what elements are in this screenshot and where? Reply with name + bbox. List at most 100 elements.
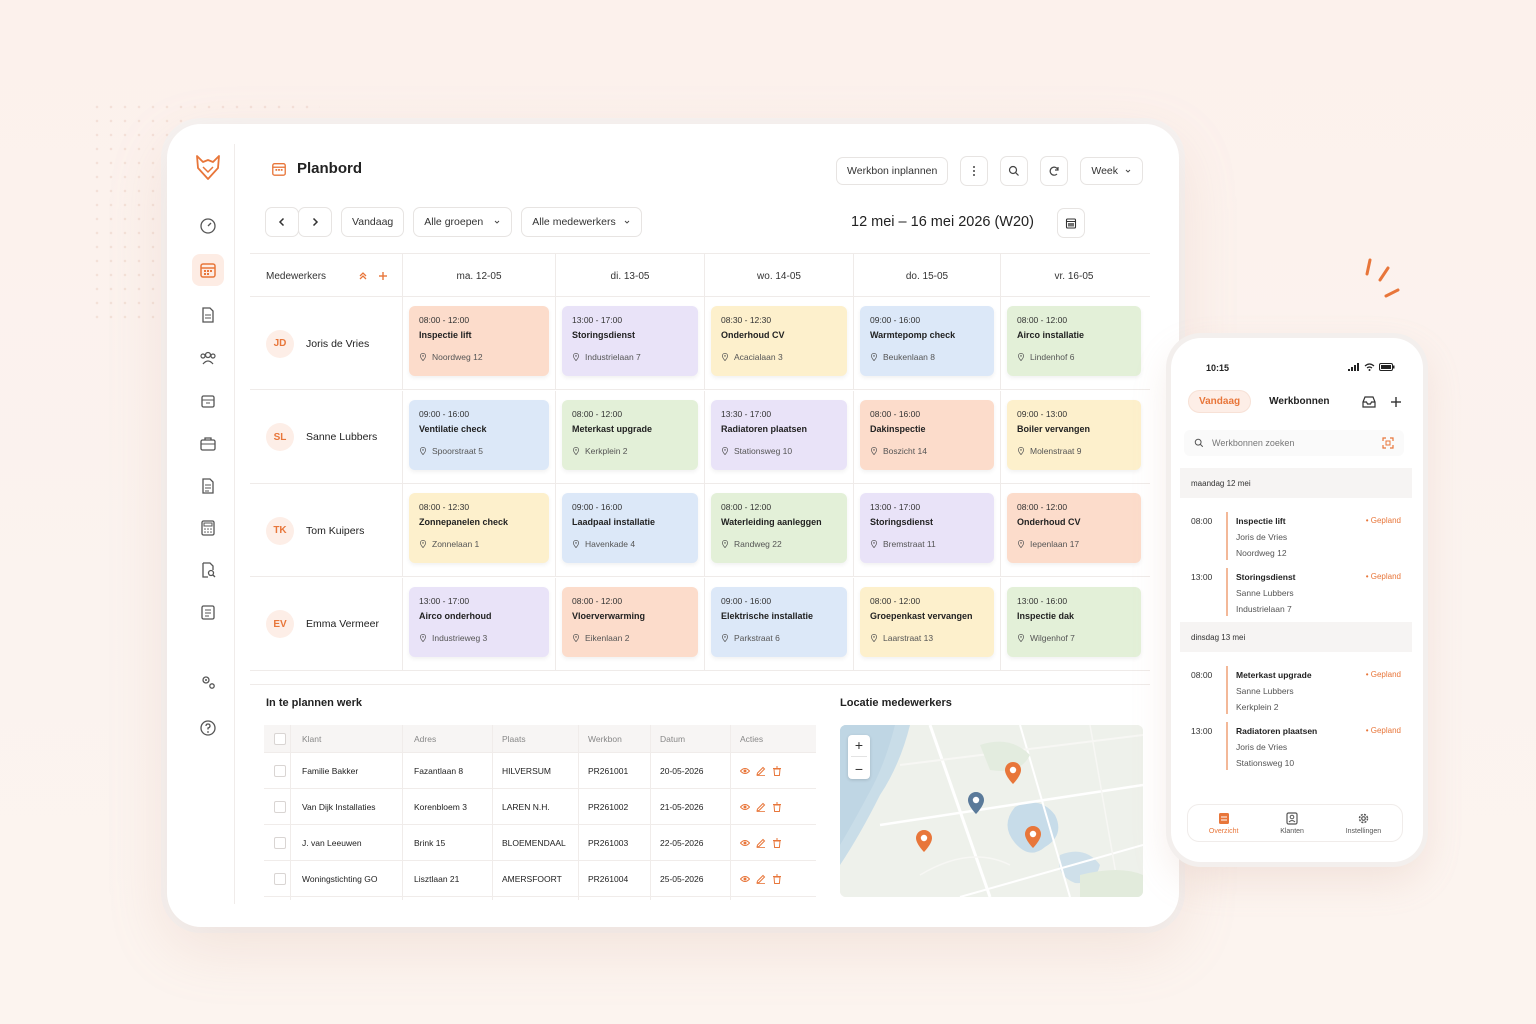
phone-workorder-item[interactable]: 13:00 Radiatoren plaatsen Joris de Vries St…: [1191, 718, 1401, 772]
edit-icon[interactable]: [756, 874, 766, 884]
job-card[interactable]: 09:00 - 16:00 Ventilatie check Spoorstraat…: [409, 399, 549, 470]
zoom-out-button[interactable]: −: [854, 761, 864, 778]
add-icon[interactable]: [1390, 396, 1402, 408]
day-cell[interactable]: 08:30 - 12:30 Onderhoud CV Acacialaan 3: [704, 297, 853, 390]
job-card[interactable]: 08:00 - 12:00 Vloerverwarming Eikenlaan 2: [562, 586, 698, 657]
job-card[interactable]: 13:00 - 16:00 Inspectie dak Wilgenhof 7: [1007, 586, 1141, 657]
employees-filter[interactable]: Alle medewerkers: [521, 207, 643, 237]
day-cell[interactable]: 08:00 - 12:30 Zonnepanelen check Zonnelaan…: [402, 484, 555, 577]
day-cell[interactable]: 13:00 - 16:00 Inspectie dak Wilgenhof 7: [1000, 577, 1147, 671]
tab-workorders[interactable]: Werkbonnen: [1269, 396, 1330, 407]
phone-search-input[interactable]: Werkbonnen zoeken: [1184, 430, 1404, 456]
day-cell[interactable]: 08:00 - 12:00 Waterleiding aanleggen Randw…: [704, 484, 853, 577]
settings-gears-icon[interactable]: [192, 666, 224, 698]
more-options-icon[interactable]: [960, 156, 989, 186]
row-checkbox[interactable]: [274, 764, 286, 777]
employee[interactable]: JD Joris de Vries: [266, 297, 369, 390]
zoom-in-button[interactable]: +: [854, 736, 864, 753]
invoice-icon[interactable]: [192, 470, 224, 502]
checklist-icon[interactable]: [192, 596, 224, 628]
phone-workorder-item[interactable]: 08:00 Inspectie lift Joris de Vries Noordwe…: [1191, 508, 1401, 562]
select-all-checkbox[interactable]: [274, 732, 286, 745]
delete-icon[interactable]: [772, 838, 782, 848]
row-checkbox[interactable]: [274, 872, 286, 885]
job-card[interactable]: 08:00 - 12:00 Meterkast upgrade Kerkplein …: [562, 399, 698, 470]
day-cell[interactable]: 09:00 - 16:00 Laadpaal installatie Havenka…: [555, 484, 704, 577]
map-pin-icon[interactable]: [967, 791, 985, 815]
edit-icon[interactable]: [756, 766, 766, 776]
date-picker-button[interactable]: [1057, 208, 1085, 238]
column-header[interactable]: Adres: [414, 733, 437, 744]
employee-map[interactable]: + −: [840, 725, 1143, 897]
table-row[interactable]: Van Dijk Installaties Korenbloem 3 LAREN N…: [264, 789, 816, 825]
calculator-icon[interactable]: [192, 512, 224, 544]
briefcase-icon[interactable]: [192, 428, 224, 460]
day-cell[interactable]: 13:00 - 17:00 Storingsdienst Industrielaan…: [555, 297, 704, 390]
groups-filter[interactable]: Alle groepen: [413, 207, 513, 237]
job-card[interactable]: 09:00 - 16:00 Laadpaal installatie Havenka…: [562, 493, 698, 563]
row-checkbox[interactable]: [274, 800, 286, 813]
job-card[interactable]: 09:00 - 13:00 Boiler vervangen Molenstraat…: [1007, 399, 1141, 470]
nav-clients[interactable]: Klanten: [1280, 811, 1304, 835]
day-cell[interactable]: 09:00 - 16:00 Elektrische installatie Park…: [704, 577, 853, 671]
column-header[interactable]: Datum: [660, 733, 686, 744]
inbox-icon[interactable]: [1361, 395, 1376, 408]
day-cell[interactable]: 13:00 - 17:00 Storingsdienst Bremstraat 11: [853, 484, 1000, 577]
map-pin-icon[interactable]: [915, 829, 933, 853]
phone-workorder-item[interactable]: 13:00 Storingsdienst Sanne Lubbers Industri…: [1191, 564, 1401, 618]
today-button[interactable]: Vandaag: [341, 207, 405, 237]
tab-today[interactable]: Vandaag: [1188, 390, 1252, 413]
nav-overview[interactable]: Overzicht: [1209, 812, 1238, 835]
job-card[interactable]: 08:00 - 12:30 Zonnepanelen check Zonnelaan…: [409, 493, 549, 563]
delete-icon[interactable]: [772, 802, 782, 812]
job-card[interactable]: 08:00 - 16:00 Dakinspectie Boszicht 14: [860, 399, 994, 470]
day-cell[interactable]: 08:00 - 12:00 Vloerverwarming Eikenlaan 2: [555, 577, 704, 671]
job-card[interactable]: 13:00 - 17:00 Storingsdienst Bremstraat 11: [860, 493, 994, 563]
scan-icon[interactable]: [1382, 437, 1394, 449]
day-cell[interactable]: 08:00 - 12:00 Groepenkast vervangen Laarst…: [853, 577, 1000, 671]
table-row[interactable]: Familie Bakker Fazantlaan 8 HILVERSUM PR261…: [264, 753, 816, 789]
delete-icon[interactable]: [772, 874, 782, 884]
delete-icon[interactable]: [772, 766, 782, 776]
job-card[interactable]: 08:00 - 12:00 Airco installatie Lindenhof …: [1007, 306, 1141, 376]
day-cell[interactable]: 08:00 - 16:00 Dakinspectie Boszicht 14: [853, 390, 1000, 484]
phone-workorder-item[interactable]: 08:00 Meterkast upgrade Sanne Lubbers Kerkp…: [1191, 662, 1401, 716]
job-card[interactable]: 08:00 - 12:00 Inspectie lift Noordweg 12: [409, 306, 549, 376]
job-card[interactable]: 08:30 - 12:30 Onderhoud CV Acacialaan 3: [711, 306, 847, 376]
report-search-icon[interactable]: [192, 554, 224, 586]
inventory-icon[interactable]: [192, 385, 224, 417]
day-cell[interactable]: 08:00 - 12:00 Onderhoud CV Iepenlaan 17: [1000, 484, 1147, 577]
dashboard-icon[interactable]: [192, 210, 224, 242]
job-card[interactable]: 08:00 - 12:00 Groepenkast vervangen Laarst…: [860, 586, 994, 657]
edit-icon[interactable]: [756, 802, 766, 812]
search-icon[interactable]: [1000, 156, 1029, 186]
map-pin-icon[interactable]: [1024, 825, 1042, 849]
help-icon[interactable]: [192, 712, 224, 744]
view-icon[interactable]: [740, 802, 750, 812]
schedule-workorder-button[interactable]: Werkbon inplannen: [836, 157, 949, 185]
column-header[interactable]: Acties: [740, 733, 764, 744]
document-icon[interactable]: [192, 299, 224, 331]
day-cell[interactable]: 09:00 - 13:00 Boiler vervangen Molenstraat…: [1000, 390, 1147, 484]
view-icon[interactable]: [740, 766, 750, 776]
row-checkbox[interactable]: [274, 836, 286, 849]
team-icon[interactable]: [192, 342, 224, 374]
job-card[interactable]: 09:00 - 16:00 Elektrische installatie Park…: [711, 586, 847, 657]
employee[interactable]: TK Tom Kuipers: [266, 484, 364, 577]
job-card[interactable]: 09:00 - 16:00 Warmtepomp check Beukenlaan …: [860, 306, 994, 376]
refresh-icon[interactable]: [1040, 156, 1069, 186]
column-header[interactable]: Werkbon: [588, 733, 622, 744]
view-select[interactable]: Week: [1080, 157, 1143, 185]
calendar-icon[interactable]: [192, 254, 224, 286]
day-cell[interactable]: 13:00 - 17:00 Airco onderhoud Industrieweg…: [402, 577, 555, 671]
job-card[interactable]: 08:00 - 12:00 Waterleiding aanleggen Randw…: [711, 493, 847, 563]
job-card[interactable]: 13:00 - 17:00 Storingsdienst Industrielaan…: [562, 306, 698, 376]
column-header[interactable]: Plaats: [502, 733, 526, 744]
view-icon[interactable]: [740, 838, 750, 848]
day-cell[interactable]: 09:00 - 16:00 Warmtepomp check Beukenlaan …: [853, 297, 1000, 390]
day-cell[interactable]: 08:00 - 12:00 Inspectie lift Noordweg 12: [402, 297, 555, 390]
day-cell[interactable]: 08:00 - 12:00 Meterkast upgrade Kerkplein …: [555, 390, 704, 484]
employee[interactable]: SL Sanne Lubbers: [266, 391, 377, 484]
edit-icon[interactable]: [756, 838, 766, 848]
day-cell[interactable]: 09:00 - 16:00 Ventilatie check Spoorstraat…: [402, 390, 555, 484]
